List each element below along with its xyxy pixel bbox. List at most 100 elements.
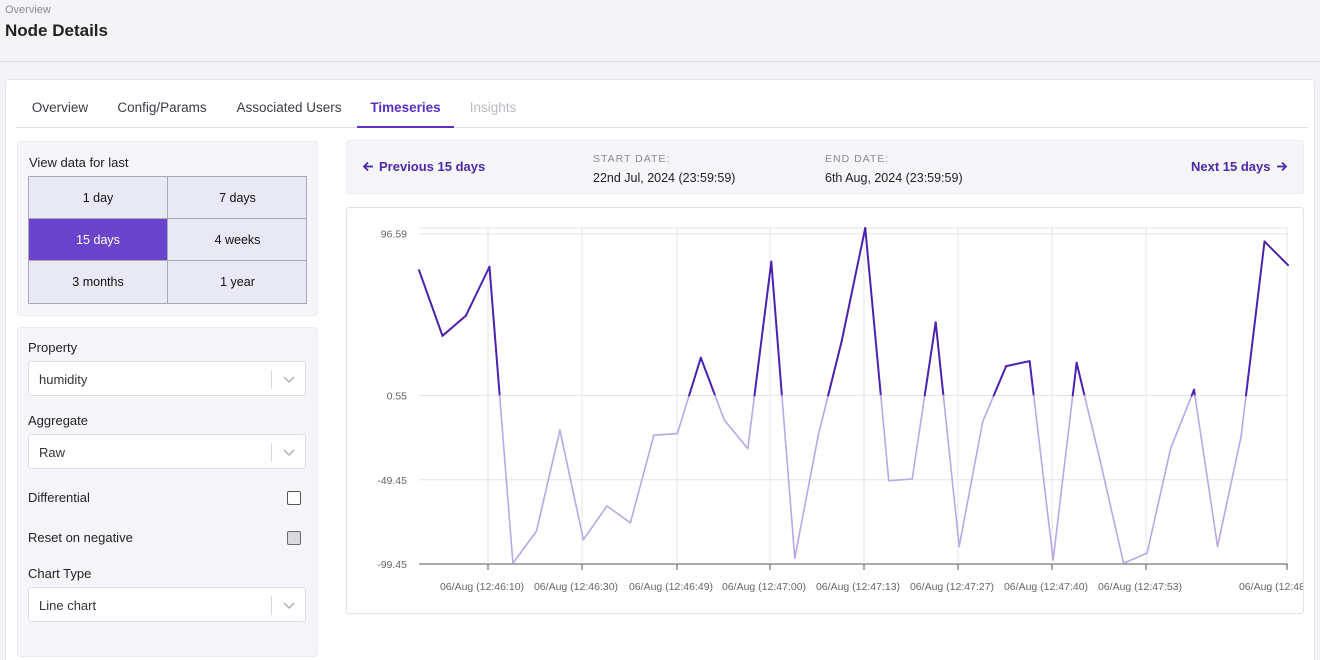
next-period-button[interactable]: Next 15 days — [1191, 159, 1288, 174]
series-line-segment — [535, 429, 561, 533]
start-date-value: 22nd Jul, 2024 (23:59:59) — [593, 171, 736, 185]
chevron-down-icon — [283, 449, 295, 457]
tab-config-params[interactable]: Config/Params — [117, 100, 207, 115]
series-line-segment — [911, 394, 926, 480]
series-line-segment — [512, 530, 538, 565]
x-tick-label: 06/Aug (12:46:49) — [629, 581, 713, 593]
series-line-segment — [1146, 447, 1172, 554]
range-15-days-button[interactable]: 15 days — [29, 219, 168, 261]
series-line-segment — [747, 394, 756, 450]
tab-timeseries[interactable]: Timeseries — [357, 80, 454, 128]
tab-associated-users[interactable]: Associated Users — [236, 100, 342, 115]
line-chart: 96.59 0.55 -49.45 -99.45 06/Aug (12:46:10) 06… — [377, 227, 1320, 593]
arrow-left-icon — [362, 161, 373, 172]
series-line-segment — [1075, 361, 1086, 397]
series-line-segment — [714, 394, 726, 421]
series-line-segment — [676, 394, 690, 435]
x-tick-label: 06/Aug (12:46:10) — [440, 581, 524, 593]
x-tick-label: 06/Aug (12:47:00) — [722, 581, 806, 593]
x-tick-label: 06/Aug (12:48:23) — [1239, 581, 1303, 593]
tab-insights: Insights — [469, 100, 517, 115]
y-tick-label: -49.45 — [377, 475, 407, 487]
chart-type-select[interactable]: Line chart — [28, 587, 306, 622]
node-details-card: Overview Config/Params Associated Users … — [5, 79, 1320, 660]
series-line-segment — [817, 394, 829, 437]
y-tick-label: -99.45 — [377, 559, 407, 571]
range-options: 1 day 7 days 15 days 4 weeks 3 months 1 … — [28, 176, 307, 304]
series-line-segment — [1052, 394, 1074, 561]
range-label: View data for last — [29, 155, 129, 170]
series-line-segment — [1216, 436, 1242, 548]
next-period-label: Next 15 days — [1191, 159, 1271, 174]
previous-period-button[interactable]: Previous 15 days — [362, 159, 485, 174]
series-line-segment — [981, 394, 995, 423]
series-line-segment — [441, 314, 467, 337]
series-line-segment — [793, 434, 820, 559]
x-tick-label: 06/Aug (12:46:30) — [534, 581, 618, 593]
x-tick-label: 06/Aug (12:47:40) — [1004, 581, 1088, 593]
series-line-segment — [606, 505, 632, 524]
x-tick-label: 06/Aug (12:47:53) — [1098, 581, 1182, 593]
series-line-segment — [923, 321, 937, 397]
range-1-day-button[interactable]: 1 day — [29, 177, 168, 219]
series-line-segment — [1244, 240, 1266, 397]
page-header: Overview Node Details — [0, 0, 1320, 62]
range-3-months-button[interactable]: 3 months — [29, 261, 168, 303]
arrow-right-icon — [1276, 161, 1287, 172]
aggregate-value: Raw — [39, 445, 66, 460]
reset-on-negative-checkbox[interactable] — [287, 531, 301, 545]
series-line-segment — [1083, 394, 1101, 462]
series-line-segment — [827, 339, 843, 397]
series-line-segment — [488, 265, 501, 397]
series-line-segment — [653, 432, 679, 437]
series-line-segment — [629, 434, 655, 524]
series-line-segment — [498, 394, 514, 565]
series-line-segment — [1071, 361, 1078, 397]
series-line-segment — [1005, 360, 1031, 368]
property-label: Property — [28, 340, 78, 355]
series-line-segment — [1122, 552, 1148, 565]
range-7-days-button[interactable]: 7 days — [168, 177, 307, 219]
range-1-year-button[interactable]: 1 year — [220, 275, 255, 289]
differential-checkbox[interactable] — [287, 491, 301, 505]
aggregate-label: Aggregate — [28, 413, 88, 428]
chevron-down-icon — [283, 602, 295, 610]
series-line-segment — [1240, 394, 1247, 438]
series-line-segment — [992, 365, 1008, 397]
series-line-segment — [559, 429, 585, 541]
series-line-segment — [723, 419, 749, 450]
series-line-segment — [1028, 360, 1035, 397]
chart-type-label: Chart Type — [28, 566, 92, 581]
property-value: humidity — [39, 372, 88, 387]
select-separator — [271, 443, 272, 462]
start-date-label: START DATE: — [593, 153, 671, 165]
end-date-value: 6th Aug, 2024 (23:59:59) — [825, 171, 963, 185]
series-line-segment — [1169, 394, 1193, 450]
series-line-segment — [1194, 394, 1219, 548]
select-separator — [271, 370, 272, 389]
select-separator — [271, 596, 272, 615]
previous-period-label: Previous 15 days — [379, 159, 486, 174]
series-line-segment — [864, 227, 882, 397]
range-4-weeks-button[interactable]: 4 weeks — [168, 219, 307, 261]
date-navigation-bar: Previous 15 days START DATE: 22nd Jul, 2… — [346, 140, 1304, 194]
x-tick-label: 06/Aug (12:47:27) — [910, 581, 994, 593]
series-line-segment — [1263, 240, 1289, 267]
aggregate-select[interactable]: Raw — [28, 434, 306, 469]
series-line-segment — [942, 394, 960, 548]
series-line-segment — [582, 505, 608, 541]
reset-on-negative-label: Reset on negative — [28, 530, 133, 545]
y-tick-label: 96.59 — [381, 229, 407, 241]
tab-overview[interactable]: Overview — [31, 100, 89, 115]
series-line-segment — [880, 394, 890, 482]
series-line-segment — [1193, 388, 1196, 397]
series-line-segment — [887, 478, 914, 482]
breadcrumb[interactable]: Overview — [5, 4, 51, 16]
series-line-segment — [1099, 459, 1125, 565]
property-select[interactable]: humidity — [28, 361, 306, 396]
x-tick-label: 06/Aug (12:47:13) — [816, 581, 900, 593]
series-line-segment — [934, 321, 945, 397]
timeseries-chart: 96.59 0.55 -49.45 -99.45 06/Aug (12:46:10) 06… — [346, 207, 1320, 614]
end-date-label: END DATE: — [825, 153, 890, 165]
series-line-segment — [770, 260, 783, 397]
